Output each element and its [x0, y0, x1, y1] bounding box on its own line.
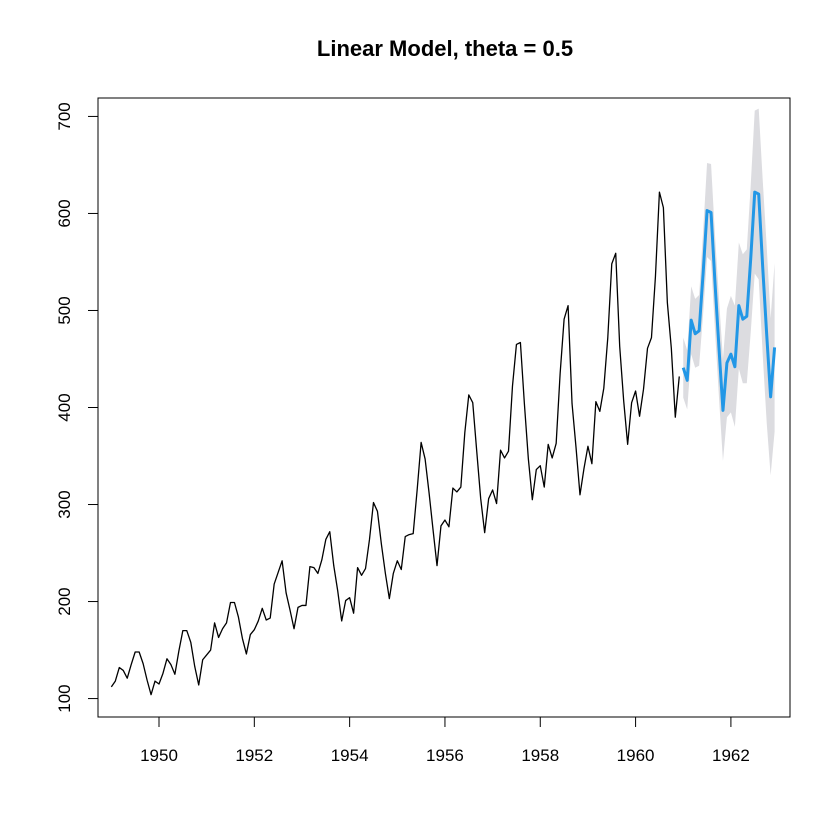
forecast-series-group [681, 190, 777, 412]
y-tick-label: 700 [55, 102, 74, 130]
x-tick-label: 1960 [617, 746, 655, 765]
y-tick-label: 300 [55, 490, 74, 518]
x-tick-label: 1962 [712, 746, 750, 765]
x-tick-label: 1950 [140, 746, 178, 765]
plot-box [97, 97, 791, 718]
x-tick-label: 1958 [521, 746, 559, 765]
x-tick-label: 1956 [426, 746, 464, 765]
x-axis: 1950 1952 1954 1956 1958 1960 1962 [140, 716, 750, 765]
y-tick-label: 600 [55, 199, 74, 227]
history-line [110, 191, 680, 696]
y-tick-label: 200 [55, 587, 74, 615]
forecast-line [681, 190, 777, 412]
prediction-interval-band [683, 108, 775, 476]
y-tick-label: 500 [55, 296, 74, 324]
y-tick-label: 100 [55, 684, 74, 712]
x-tick-label: 1954 [331, 746, 369, 765]
y-tick-label: 400 [55, 393, 74, 421]
chart-title: Linear Model, theta = 0.5 [317, 36, 573, 61]
history-series-group [110, 191, 680, 696]
prediction-interval-group [683, 108, 775, 476]
y-axis: 100 200 300 400 500 600 700 [55, 102, 99, 713]
x-tick-label: 1952 [235, 746, 273, 765]
